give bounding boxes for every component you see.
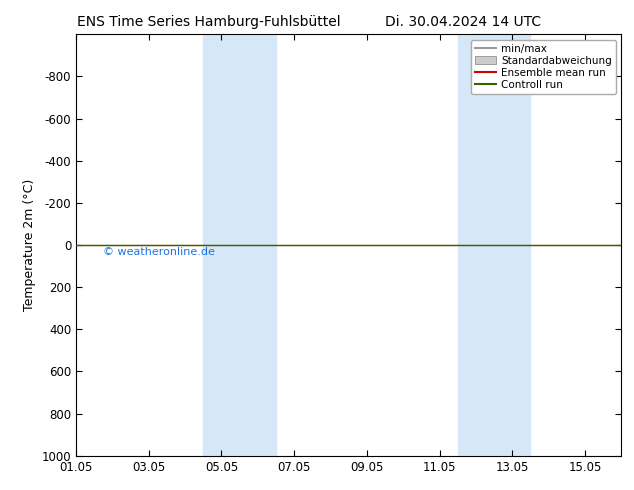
Bar xyxy=(458,34,531,456)
Y-axis label: Temperature 2m (°C): Temperature 2m (°C) xyxy=(23,179,36,311)
Text: ENS Time Series Hamburg-Fuhlsbüttel: ENS Time Series Hamburg-Fuhlsbüttel xyxy=(77,15,341,29)
Bar xyxy=(204,34,276,456)
Text: © weatheronline.de: © weatheronline.de xyxy=(103,247,215,257)
Text: Di. 30.04.2024 14 UTC: Di. 30.04.2024 14 UTC xyxy=(385,15,541,29)
Legend: min/max, Standardabweichung, Ensemble mean run, Controll run: min/max, Standardabweichung, Ensemble me… xyxy=(471,40,616,94)
